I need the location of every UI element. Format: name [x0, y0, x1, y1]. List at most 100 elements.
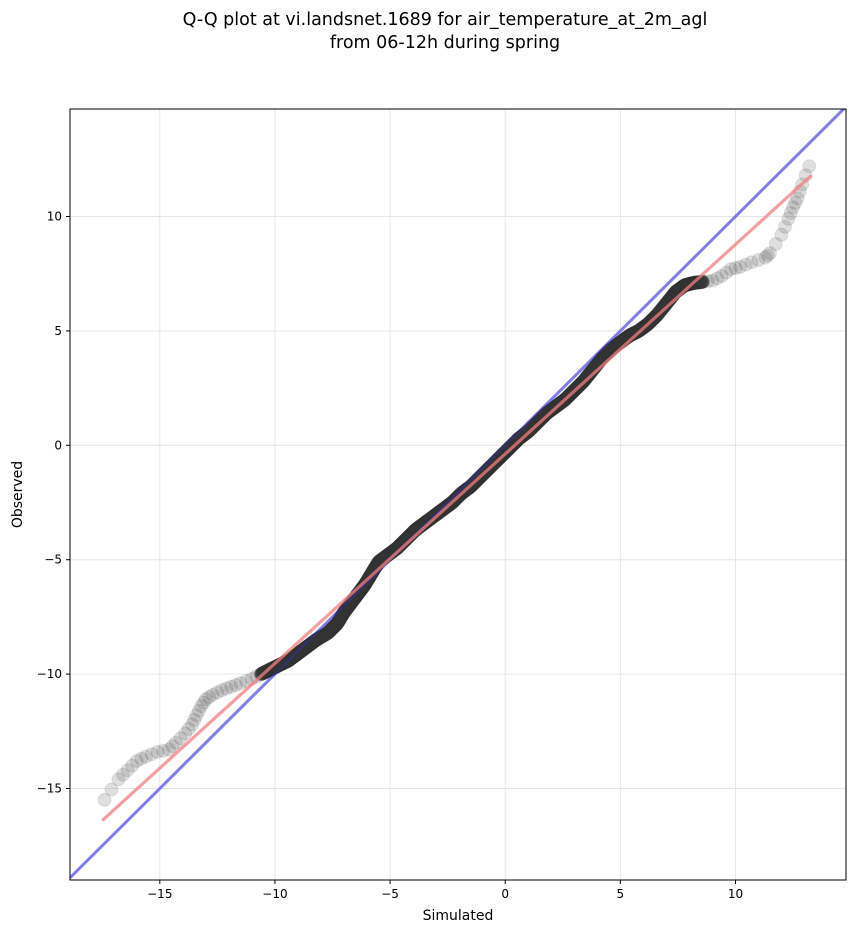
x-tick-label: 5 [617, 887, 625, 901]
quantile-point [282, 652, 297, 667]
plot-frame [69, 108, 847, 881]
quantile-point [288, 648, 303, 663]
quantile-point [308, 633, 323, 648]
quantile-point [420, 513, 435, 528]
quantile-point [689, 275, 704, 290]
quantile-point [330, 615, 345, 630]
quantile-point [289, 647, 304, 662]
quantile-point [150, 744, 165, 759]
quantile-point [299, 640, 314, 655]
quantile-point [104, 782, 119, 797]
quantile-point [185, 717, 199, 732]
quantile-point [510, 433, 524, 448]
quantile-point [267, 660, 282, 675]
quantile-point [541, 405, 555, 420]
quantile-point [343, 596, 358, 611]
quantile-point [506, 437, 521, 452]
quantile-point [314, 629, 329, 644]
quantile-point [287, 649, 302, 663]
quantile-point [302, 638, 317, 653]
quantile-point [322, 624, 337, 639]
quantile-point [358, 577, 373, 592]
quantile-point [309, 632, 324, 647]
quantile-point [336, 606, 351, 621]
quantile-point [728, 261, 743, 275]
quantile-point [758, 250, 773, 265]
quantile-point [298, 640, 313, 655]
quantile-point [279, 654, 294, 669]
quantile-point [357, 578, 372, 593]
quantile-point [342, 598, 357, 613]
quantile-point [508, 434, 523, 449]
quantile-point [168, 735, 183, 750]
quantile-point [658, 298, 673, 313]
quantile-point [723, 262, 738, 277]
quantile-point [285, 650, 300, 665]
quantile-point [311, 631, 325, 646]
quantile-point [324, 622, 339, 637]
quantile-point [629, 325, 644, 340]
quantile-point [265, 661, 280, 676]
y-tick-label: −5 [44, 553, 62, 567]
quantile-point [331, 614, 346, 629]
quantile-point [266, 660, 281, 675]
chart-title-line-2: from 06-12h during spring [329, 33, 561, 53]
quantile-point [539, 406, 554, 421]
quantile-point [189, 708, 204, 723]
x-tick-label: 0 [501, 887, 509, 901]
quantile-point [422, 512, 437, 527]
quantile-point [290, 647, 305, 661]
quantile-point [541, 404, 556, 419]
quantile-point [319, 626, 334, 641]
axis-ticks: −15 −10 −5 0 5 10 −15 −10 −5 0 5 10 [37, 210, 743, 901]
quantile-point [802, 159, 817, 174]
quantile-point [658, 297, 673, 312]
quantile-point [535, 410, 550, 425]
quantile-point [511, 432, 525, 447]
quantile-point [338, 604, 352, 618]
quantile-point [628, 325, 643, 340]
quantile-point [313, 630, 328, 645]
quantile-point [202, 690, 217, 704]
quantile-point [292, 645, 307, 659]
y-tick-label: 10 [47, 210, 62, 224]
quantile-point [778, 219, 792, 234]
quantile-point [97, 792, 112, 807]
quantile-point [181, 722, 196, 736]
quantile-point [508, 435, 523, 450]
quantile-point [681, 277, 696, 292]
quantile-point [322, 624, 337, 638]
quantile-point [327, 619, 342, 634]
quantile-point [338, 603, 353, 618]
quantile-point [311, 631, 326, 646]
quantile-point [328, 618, 343, 633]
quantile-point [763, 246, 777, 261]
quantile-point [116, 767, 130, 782]
quantile-point [289, 648, 303, 662]
quantile-point [317, 627, 332, 642]
quantile-point [719, 265, 734, 280]
quantile-point [300, 639, 315, 654]
quantile-point [292, 645, 307, 660]
quantile-point [513, 430, 528, 445]
x-tick-label: 10 [728, 887, 743, 901]
quantile-point [178, 726, 193, 741]
quantile-point [357, 577, 372, 592]
quantile-point [191, 703, 206, 718]
quantile-point [422, 512, 437, 527]
chart-title-line-1: Q-Q plot at vi.landsnet.1689 for air_tem… [182, 10, 708, 30]
quantile-point [125, 758, 140, 773]
quantile-point [337, 605, 351, 620]
quantile-point [287, 649, 301, 664]
y-tick-label: 5 [54, 324, 62, 338]
quantile-point [342, 597, 357, 612]
quantile-point [426, 509, 441, 524]
quantile-point [333, 611, 348, 626]
quantile-point [681, 277, 696, 292]
quantile-point [786, 200, 800, 215]
quantile-point [331, 615, 346, 630]
quantile-point [768, 237, 783, 251]
quantile-point [583, 366, 598, 381]
quantile-point [305, 635, 320, 650]
